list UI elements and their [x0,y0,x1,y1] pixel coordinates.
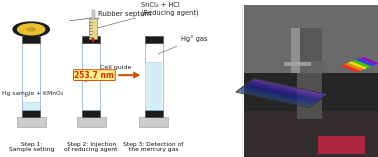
FancyBboxPatch shape [139,117,168,127]
Polygon shape [239,89,314,105]
Bar [82,36,100,43]
Text: Step 2: Injection
of reducing agent: Step 2: Injection of reducing agent [65,142,118,152]
Bar [244,5,378,157]
Bar [89,18,97,39]
Polygon shape [348,61,368,69]
FancyBboxPatch shape [17,117,46,127]
Text: Rubber septum: Rubber septum [70,11,151,21]
Bar [23,102,40,110]
Bar [297,28,322,119]
Circle shape [27,28,35,31]
Bar [82,110,100,117]
Polygon shape [247,83,322,99]
Bar [82,43,100,110]
Circle shape [13,22,50,37]
Polygon shape [238,89,313,106]
Polygon shape [359,57,378,65]
Text: Hg° gas: Hg° gas [158,35,208,54]
Bar [144,36,163,43]
Polygon shape [237,90,312,107]
Polygon shape [236,91,311,107]
Bar [145,62,162,110]
Text: 253.7 nm: 253.7 nm [74,71,114,80]
Polygon shape [341,64,360,72]
Polygon shape [344,63,364,71]
Text: Step 3: Detection of
the mercury gas: Step 3: Detection of the mercury gas [124,142,184,152]
Text: SnCl₂ + HCl
(Reducing agent): SnCl₂ + HCl (Reducing agent) [98,2,199,28]
Text: Step 1:
Sample setting: Step 1: Sample setting [9,142,54,152]
Polygon shape [242,87,317,103]
Text: Cell guide: Cell guide [85,65,132,82]
Polygon shape [352,60,372,68]
Bar [87,18,99,19]
FancyBboxPatch shape [77,117,106,127]
Bar [144,110,163,117]
Bar [144,43,163,110]
Text: Hg sample + KMnO₄: Hg sample + KMnO₄ [2,91,63,97]
Bar [92,38,94,42]
Bar [318,136,364,154]
Polygon shape [241,87,316,104]
Bar [244,111,378,157]
Circle shape [18,24,45,35]
Bar [244,5,378,73]
Polygon shape [253,78,327,95]
Polygon shape [244,85,319,101]
Polygon shape [246,84,321,100]
Polygon shape [251,80,325,96]
Bar [91,10,94,19]
Polygon shape [240,88,314,104]
Bar [291,28,300,73]
Bar [294,61,327,73]
Polygon shape [249,81,324,98]
Bar [284,62,311,66]
Polygon shape [248,82,322,98]
Polygon shape [250,81,324,97]
Bar [22,36,40,43]
Polygon shape [252,79,327,95]
Polygon shape [245,84,319,101]
Polygon shape [355,58,375,66]
Bar [22,110,40,117]
Bar [22,43,40,110]
Polygon shape [243,86,318,102]
